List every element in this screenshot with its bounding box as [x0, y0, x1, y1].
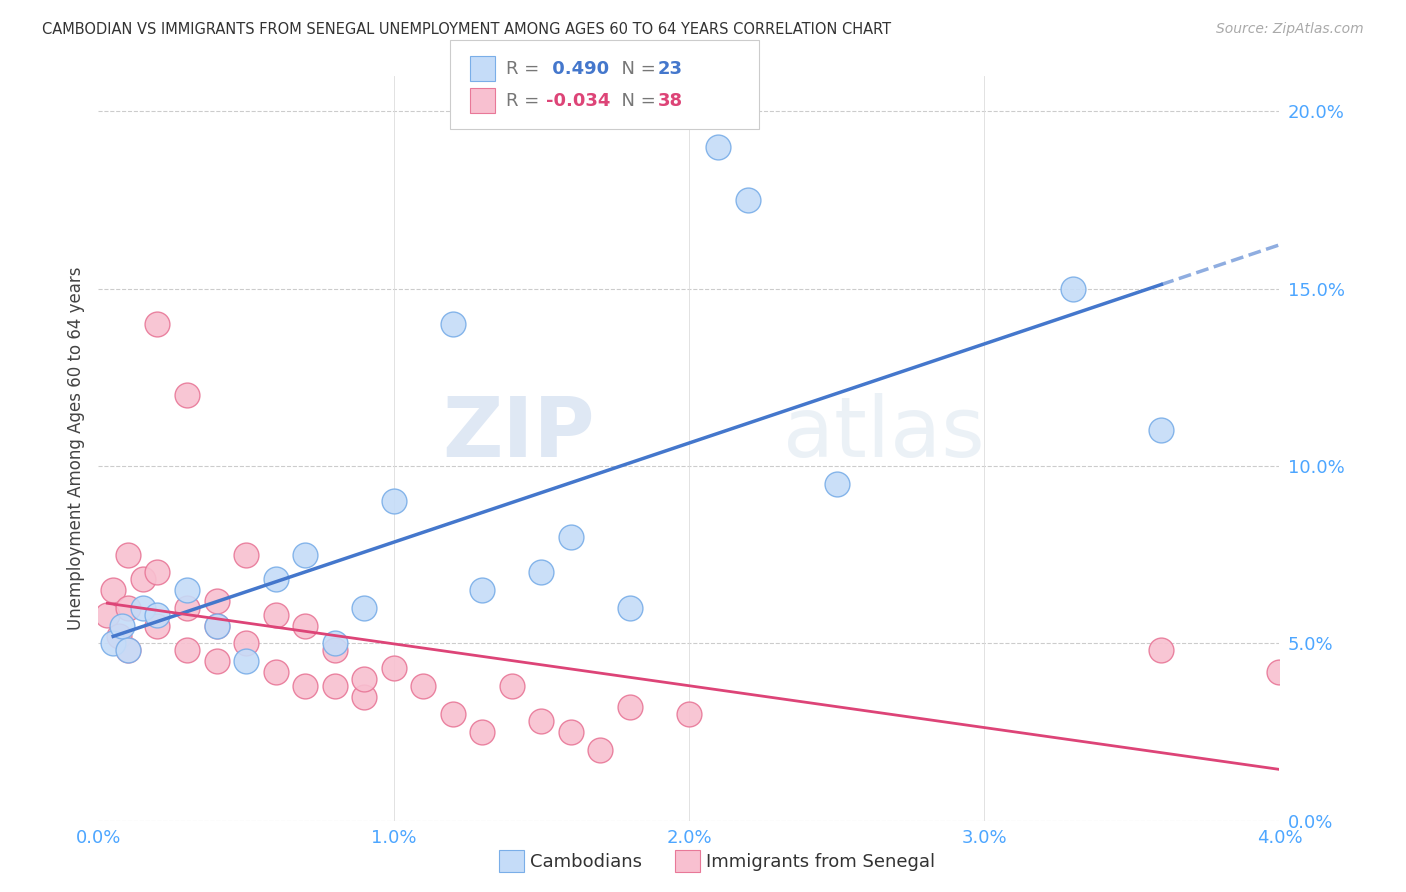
Text: R =: R = [506, 60, 546, 78]
Text: 0.490: 0.490 [546, 60, 609, 78]
Point [441, 707, 464, 722]
Text: Cambodians: Cambodians [530, 853, 643, 871]
Text: ZIP: ZIP [441, 392, 595, 474]
Point [176, 600, 198, 615]
Text: atlas: atlas [783, 392, 986, 474]
Point [353, 690, 375, 704]
Point [146, 607, 169, 622]
Point [560, 725, 582, 739]
Point [205, 654, 228, 668]
Point [235, 636, 257, 650]
Text: CAMBODIAN VS IMMIGRANTS FROM SENEGAL UNEMPLOYMENT AMONG AGES 60 TO 64 YEARS CORR: CAMBODIAN VS IMMIGRANTS FROM SENEGAL UNE… [42, 22, 891, 37]
Y-axis label: Unemployment Among Ages 60 to 64 years: Unemployment Among Ages 60 to 64 years [66, 267, 84, 630]
Point [589, 742, 612, 756]
Point [1150, 643, 1173, 657]
Point [264, 665, 287, 679]
Text: Immigrants from Senegal: Immigrants from Senegal [706, 853, 935, 871]
Point [678, 707, 700, 722]
Point [382, 661, 405, 675]
Text: 23: 23 [658, 60, 683, 78]
Point [441, 317, 464, 331]
Point [117, 643, 139, 657]
Point [176, 583, 198, 598]
Point [412, 679, 434, 693]
Point [132, 600, 155, 615]
Point [235, 654, 257, 668]
Point [825, 476, 848, 491]
Point [205, 618, 228, 632]
Point [1150, 424, 1173, 438]
Text: Source: ZipAtlas.com: Source: ZipAtlas.com [1216, 22, 1364, 37]
Point [353, 600, 375, 615]
Point [205, 618, 228, 632]
Point [471, 725, 494, 739]
Point [176, 643, 198, 657]
Point [146, 618, 169, 632]
Point [264, 607, 287, 622]
Point [103, 583, 125, 598]
Point [737, 193, 759, 207]
Point [353, 672, 375, 686]
Point [132, 573, 155, 587]
Point [323, 643, 346, 657]
Point [530, 566, 553, 580]
Point [1268, 665, 1291, 679]
Point [176, 388, 198, 402]
Point [111, 618, 134, 632]
Point [294, 548, 316, 562]
Point [117, 548, 139, 562]
Point [235, 548, 257, 562]
Point [382, 494, 405, 508]
Point [619, 600, 641, 615]
Text: R =: R = [506, 92, 546, 110]
Point [707, 140, 730, 154]
Text: 38: 38 [658, 92, 683, 110]
Point [471, 583, 494, 598]
Point [530, 714, 553, 729]
Point [146, 317, 169, 331]
Point [560, 530, 582, 544]
Point [501, 679, 523, 693]
Point [264, 573, 287, 587]
Point [323, 636, 346, 650]
Point [103, 636, 125, 650]
Point [96, 607, 118, 622]
Point [619, 700, 641, 714]
Point [108, 629, 131, 643]
Point [1062, 282, 1084, 296]
Point [146, 566, 169, 580]
Point [205, 593, 228, 607]
Point [294, 618, 316, 632]
Text: N =: N = [610, 60, 662, 78]
Text: -0.034: -0.034 [546, 92, 610, 110]
Point [323, 679, 346, 693]
Point [294, 679, 316, 693]
Point [117, 643, 139, 657]
Text: N =: N = [610, 92, 662, 110]
Point [117, 600, 139, 615]
